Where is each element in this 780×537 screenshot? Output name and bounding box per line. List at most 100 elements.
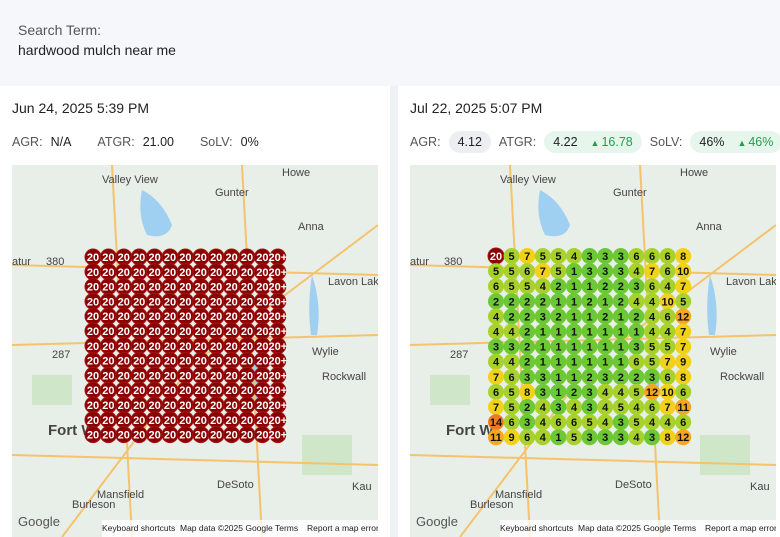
grid-pin — [519, 263, 536, 280]
rank-label: 5 — [649, 357, 655, 369]
grid-pin — [597, 263, 614, 280]
rank-label: 20 — [87, 385, 99, 397]
rank-label: 3 — [540, 387, 546, 399]
rank-label: 1 — [555, 432, 561, 444]
rank-label: 20 — [118, 326, 130, 338]
rank-label: 7 — [665, 357, 671, 369]
grid-pin — [519, 308, 536, 325]
grid-pin — [566, 368, 582, 385]
rank-label: 4 — [540, 281, 547, 293]
park — [32, 375, 72, 405]
rank-label: 2 — [524, 402, 530, 414]
rank-label: 20 — [210, 252, 222, 264]
map[interactable]: Valley View Gunter Howe Anna atur 380 Wylie Roc… — [12, 165, 378, 537]
grid-pin — [581, 308, 598, 325]
rank-label: 20 — [164, 385, 176, 397]
rank-label: 4 — [571, 402, 578, 414]
rank-label: 20 — [102, 282, 114, 294]
rank-label: 3 — [524, 417, 530, 429]
rank-label: 7 — [665, 402, 671, 414]
grid-pin — [566, 293, 582, 310]
grid-pin — [503, 353, 520, 370]
rank-label: 6 — [680, 387, 686, 399]
rank-label: 20 — [102, 430, 114, 442]
grid-pin — [628, 353, 645, 370]
grid-pin — [581, 338, 598, 355]
rank-label: 20 — [87, 296, 99, 308]
park — [700, 435, 750, 475]
rank-label: 1 — [555, 327, 561, 339]
rank-label: 4 — [633, 432, 640, 444]
rank-label: 20 — [179, 311, 191, 323]
rank-label: 6 — [649, 402, 655, 414]
rank-label: 3 — [587, 432, 593, 444]
grid-pin — [644, 338, 660, 355]
rank-label: 6 — [665, 372, 671, 384]
grid-pin — [659, 383, 676, 400]
grid-pin — [675, 429, 692, 446]
rank-label: 20 — [256, 370, 268, 382]
road — [410, 454, 776, 466]
grid-pin — [550, 263, 567, 280]
rank-label: 5 — [555, 251, 561, 263]
grid-pin — [675, 263, 692, 280]
rank-label: 3 — [587, 251, 593, 263]
grid-pin — [534, 383, 551, 400]
rank-label: 20 — [225, 326, 237, 338]
grid-pin — [644, 383, 660, 400]
rank-label: 2 — [524, 311, 530, 323]
rank-label: 20 — [148, 370, 160, 382]
rank-label: 20 — [179, 267, 191, 279]
grid-pin — [612, 323, 629, 340]
map-label: Anna — [298, 221, 325, 233]
grid-pin — [566, 308, 582, 325]
grid-pin — [503, 308, 520, 325]
rank-label: 20 — [87, 311, 99, 323]
map[interactable]: Valley View Gunter Howe Anna atur 380 Wylie Roc… — [410, 165, 776, 537]
grid-pin — [550, 383, 567, 400]
map-label: Mansfield — [97, 489, 144, 501]
rank-label: 20 — [164, 296, 176, 308]
map-label: Valley View — [102, 174, 158, 186]
rank-label: 4 — [649, 311, 656, 323]
grid-pin — [566, 414, 582, 431]
rank-label: 20 — [195, 415, 207, 427]
rank-label: 4 — [540, 432, 547, 444]
grid-pin — [503, 293, 520, 310]
rank-label: 2 — [602, 281, 608, 293]
grid-pin — [488, 383, 504, 400]
grid-pin — [581, 323, 598, 340]
rank-label: 20 — [133, 385, 145, 397]
map-label: Fort W — [48, 422, 96, 439]
grid-pin — [534, 248, 551, 264]
rank-label: 7 — [524, 251, 530, 263]
map-label: DeSoto — [615, 479, 652, 491]
grid-pin — [675, 383, 692, 400]
grid-pin — [519, 278, 536, 295]
rank-label: 20 — [179, 356, 191, 368]
rank-label: 20 — [133, 326, 145, 338]
rank-label: 20 — [87, 356, 99, 368]
rank-label: 20 — [256, 326, 268, 338]
rank-label: 20 — [241, 370, 253, 382]
rank-label: 20 — [195, 400, 207, 412]
grid-pin — [597, 248, 614, 264]
map-label: Rockwall — [720, 371, 764, 383]
grid-pin — [550, 353, 567, 370]
google-logo: Google — [18, 514, 60, 529]
grid-pin — [519, 248, 536, 264]
rank-label: 20 — [195, 296, 207, 308]
rank-label: 20+ — [268, 415, 287, 427]
rank-label: 20 — [210, 326, 222, 338]
grid-pin — [566, 278, 582, 295]
grid-pin — [628, 293, 645, 310]
rank-label: 20+ — [268, 311, 287, 323]
grid-pin — [644, 278, 660, 295]
rank-label: 20+ — [268, 326, 287, 338]
park — [302, 435, 352, 475]
rank-label: 2 — [571, 387, 577, 399]
grid-pin — [597, 293, 614, 310]
map-label: Gunter — [215, 187, 249, 199]
grid-pin — [597, 399, 614, 415]
rank-label: 20 — [210, 370, 222, 382]
